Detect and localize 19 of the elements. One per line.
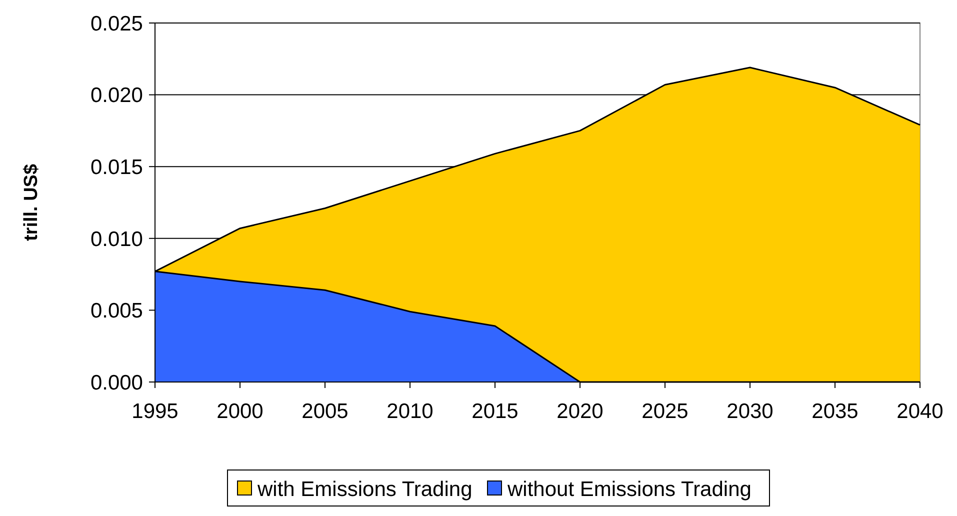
x-tick-label: 1995 — [132, 400, 178, 423]
y-tick-label: 0.020 — [90, 84, 143, 108]
legend-label: without Emissions Trading — [506, 478, 752, 501]
x-tick-label: 2005 — [302, 400, 348, 423]
x-tick-label: 2015 — [472, 400, 518, 423]
x-tick-label: 2025 — [642, 400, 688, 423]
y-tick-label: 0.025 — [90, 12, 143, 36]
x-tick-label: 2020 — [556, 400, 604, 423]
x-tick-label: 2000 — [216, 400, 264, 423]
x-tick-label: 2035 — [812, 400, 858, 423]
x-tick-label: 2030 — [726, 400, 774, 423]
y-tick-label: 0.015 — [90, 156, 143, 179]
y-tick-label: 0.010 — [90, 228, 143, 251]
y-tick-label: 0.005 — [90, 300, 143, 323]
x-tick-label: 2040 — [896, 400, 944, 423]
x-tick-label: 2010 — [386, 400, 434, 423]
y-tick-label: 0.000 — [90, 371, 143, 394]
y-axis-title: trill. US$ — [21, 164, 42, 242]
legend-label: with Emissions Trading — [256, 478, 472, 501]
